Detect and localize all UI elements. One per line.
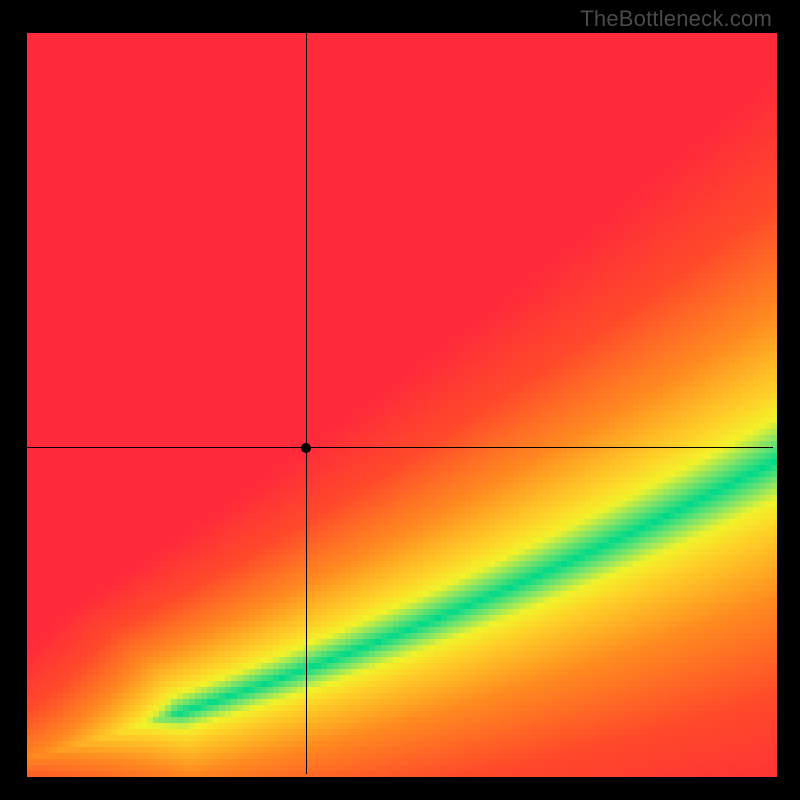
watermark-text: TheBottleneck.com	[580, 6, 772, 32]
chart-container: TheBottleneck.com	[0, 0, 800, 800]
crosshair-marker	[0, 0, 800, 800]
